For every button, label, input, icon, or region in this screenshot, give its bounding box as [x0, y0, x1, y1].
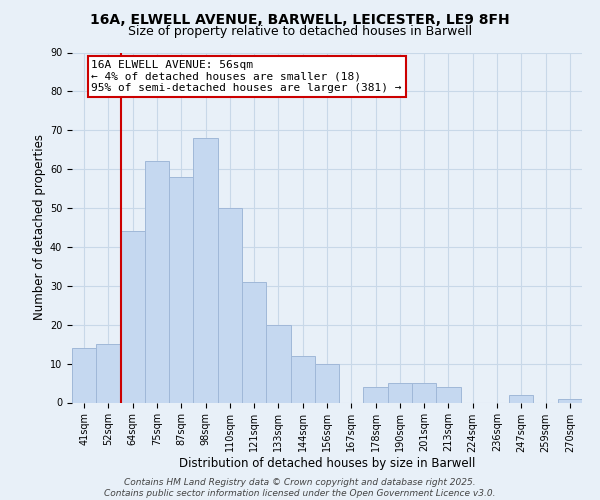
Text: Contains HM Land Registry data © Crown copyright and database right 2025.
Contai: Contains HM Land Registry data © Crown c… — [104, 478, 496, 498]
X-axis label: Distribution of detached houses by size in Barwell: Distribution of detached houses by size … — [179, 457, 475, 470]
Bar — [315, 364, 339, 403]
Bar — [72, 348, 96, 403]
Bar — [145, 162, 169, 402]
Bar — [509, 394, 533, 402]
Bar — [412, 383, 436, 402]
Bar — [364, 387, 388, 402]
Bar — [436, 387, 461, 402]
Text: 16A ELWELL AVENUE: 56sqm
← 4% of detached houses are smaller (18)
95% of semi-de: 16A ELWELL AVENUE: 56sqm ← 4% of detache… — [91, 60, 402, 94]
Bar — [388, 383, 412, 402]
Bar — [290, 356, 315, 403]
Y-axis label: Number of detached properties: Number of detached properties — [33, 134, 46, 320]
Text: Size of property relative to detached houses in Barwell: Size of property relative to detached ho… — [128, 25, 472, 38]
Bar — [193, 138, 218, 402]
Text: 16A, ELWELL AVENUE, BARWELL, LEICESTER, LE9 8FH: 16A, ELWELL AVENUE, BARWELL, LEICESTER, … — [90, 12, 510, 26]
Bar — [169, 177, 193, 402]
Bar — [558, 398, 582, 402]
Bar — [96, 344, 121, 403]
Bar — [266, 324, 290, 402]
Bar — [121, 232, 145, 402]
Bar — [218, 208, 242, 402]
Bar — [242, 282, 266, 403]
